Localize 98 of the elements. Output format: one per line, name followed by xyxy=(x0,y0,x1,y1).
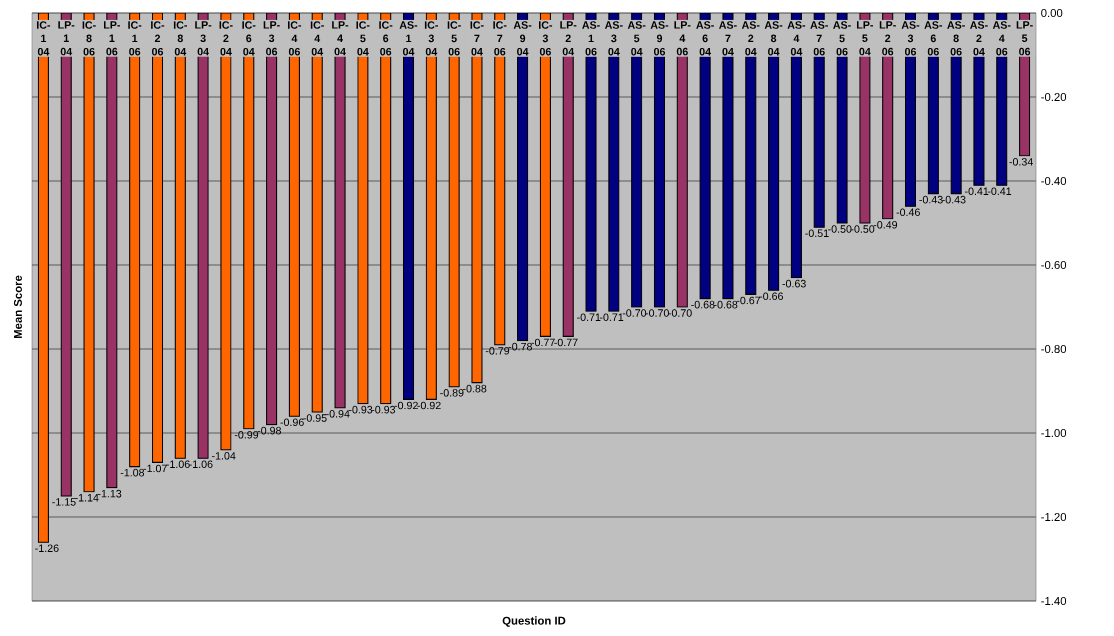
data-label: -0.49 xyxy=(873,221,898,229)
data-label: -0.93 xyxy=(348,405,373,414)
y-tick-label: -0.80 xyxy=(1041,345,1067,353)
data-label: -0.89 xyxy=(440,389,464,397)
data-label: -0.41 xyxy=(987,187,1012,196)
y-tick-label: 0.00 xyxy=(1041,8,1063,17)
data-label: -0.46 xyxy=(896,208,920,217)
x-tick-label: AS-5 04 xyxy=(627,21,646,56)
x-tick-label: AS-1 04 xyxy=(399,21,418,56)
data-label: -0.34 xyxy=(1009,158,1033,166)
data-label: -0.77 xyxy=(531,338,555,347)
x-tick-label: IC-7 06 xyxy=(493,21,507,56)
y-tick-label: -1.40 xyxy=(1041,597,1067,606)
x-tick-label: LP-2 04 xyxy=(560,21,577,56)
data-label: -0.77 xyxy=(554,338,578,347)
data-label: -1.26 xyxy=(35,544,59,553)
x-tick-label: LP-4 04 xyxy=(332,21,349,56)
y-tick-label: -1.20 xyxy=(1041,513,1067,522)
x-tick-label: IC-2 04 xyxy=(219,21,233,56)
x-tick-label: AS-9 04 xyxy=(513,21,532,56)
y-tick-label: -0.40 xyxy=(1041,176,1067,185)
data-label: -1.06 xyxy=(166,460,190,469)
x-tick-label: IC-3 06 xyxy=(539,21,553,56)
x-tick-label: IC-1 04 xyxy=(37,21,51,56)
x-tick-label: AS-2 04 xyxy=(970,21,988,56)
data-label: -0.71 xyxy=(577,313,601,322)
x-tick-label: AS-6 06 xyxy=(924,21,943,56)
y-tick-label: -0.60 xyxy=(1041,260,1067,269)
x-tick-label: AS-8 04 xyxy=(764,21,783,56)
data-label: -0.99 xyxy=(234,431,259,439)
x-tick-label: AS-2 04 xyxy=(741,21,760,56)
x-tick-label: AS-4 04 xyxy=(787,21,806,56)
data-label: -0.98 xyxy=(257,426,281,435)
x-tick-label: IC-6 04 xyxy=(242,21,256,56)
x-tick-label: AS-7 04 xyxy=(719,21,737,56)
x-tick-label: IC-5 04 xyxy=(356,21,370,56)
data-label: -1.14 xyxy=(75,494,99,502)
x-tick-label: AS-8 06 xyxy=(947,21,965,56)
data-label: -0.51 xyxy=(805,229,829,238)
data-label: -1.13 xyxy=(97,489,122,498)
x-tick-label: LP-5 04 xyxy=(856,21,874,56)
data-label: -0.70 xyxy=(645,309,669,317)
x-tick-label: AS-3 04 xyxy=(604,21,623,56)
data-label: -0.92 xyxy=(417,401,441,410)
data-label: -0.63 xyxy=(782,279,806,288)
x-tick-label: AS-6 04 xyxy=(696,21,714,56)
x-tick-label: IC-5 06 xyxy=(447,21,461,56)
data-label: -0.43 xyxy=(919,195,943,204)
data-label: -0.68 xyxy=(691,300,715,309)
y-tick-label: -0.20 xyxy=(1041,92,1067,101)
data-label: -0.67 xyxy=(736,296,761,305)
x-tick-label: IC-1 06 xyxy=(128,21,142,56)
x-tick-label: IC-2 06 xyxy=(151,21,165,56)
data-label: -0.68 xyxy=(714,300,738,309)
data-label: -1.04 xyxy=(212,452,236,460)
data-label: -0.79 xyxy=(485,347,510,355)
y-axis-title: Mean Score xyxy=(13,275,22,339)
x-tick-label: LP-5 06 xyxy=(1016,21,1033,56)
data-label: -0.95 xyxy=(303,414,327,422)
data-label: -0.71 xyxy=(599,313,624,322)
data-label: -1.07 xyxy=(143,464,167,473)
x-tick-label: AS-4 06 xyxy=(992,21,1011,56)
x-tick-label: LP-2 06 xyxy=(879,21,896,56)
x-axis-title: Question ID xyxy=(502,616,566,627)
x-tick-label: IC-6 06 xyxy=(379,21,393,56)
data-label: -0.43 xyxy=(942,195,966,204)
data-label: -0.94 xyxy=(326,410,350,418)
data-label: -0.66 xyxy=(759,292,783,301)
data-label: -1.15 xyxy=(52,498,76,506)
data-label: -1.06 xyxy=(189,460,213,469)
x-tick-label: AS-1 06 xyxy=(582,21,600,56)
x-tick-label: AS-5 06 xyxy=(833,21,851,56)
x-tick-label: IC-8 06 xyxy=(82,21,96,56)
x-tick-label: IC-4 04 xyxy=(310,21,324,56)
x-tick-label: IC-8 04 xyxy=(173,21,187,56)
data-label: -0.88 xyxy=(463,384,487,393)
data-label: -0.92 xyxy=(394,401,418,410)
x-tick-label: LP-3 06 xyxy=(263,21,280,56)
data-label: -0.96 xyxy=(280,418,304,427)
x-tick-label: LP-1 06 xyxy=(103,21,121,56)
x-tick-label: AS-9 06 xyxy=(650,21,669,56)
x-tick-label: LP-3 04 xyxy=(195,21,212,56)
data-label: -0.93 xyxy=(371,405,396,414)
data-label: -0.70 xyxy=(622,309,647,317)
x-tick-label: LP-4 06 xyxy=(674,21,691,56)
data-label: -0.70 xyxy=(668,309,692,317)
x-tick-label: AS-3 06 xyxy=(901,21,920,56)
x-tick-label: LP-1 04 xyxy=(58,21,75,56)
x-tick-label: IC-3 04 xyxy=(424,21,438,56)
y-tick-label: -1.00 xyxy=(1041,429,1067,438)
data-label: -0.50 xyxy=(850,225,875,233)
x-tick-label: IC-4 06 xyxy=(288,21,302,56)
x-tick-label: IC-7 04 xyxy=(470,21,484,56)
data-label: -1.08 xyxy=(120,468,145,477)
x-tick-label: AS-7 06 xyxy=(810,21,828,56)
data-label: -0.78 xyxy=(508,342,532,351)
data-label: -0.41 xyxy=(965,187,989,196)
data-label: -0.50 xyxy=(828,225,852,233)
